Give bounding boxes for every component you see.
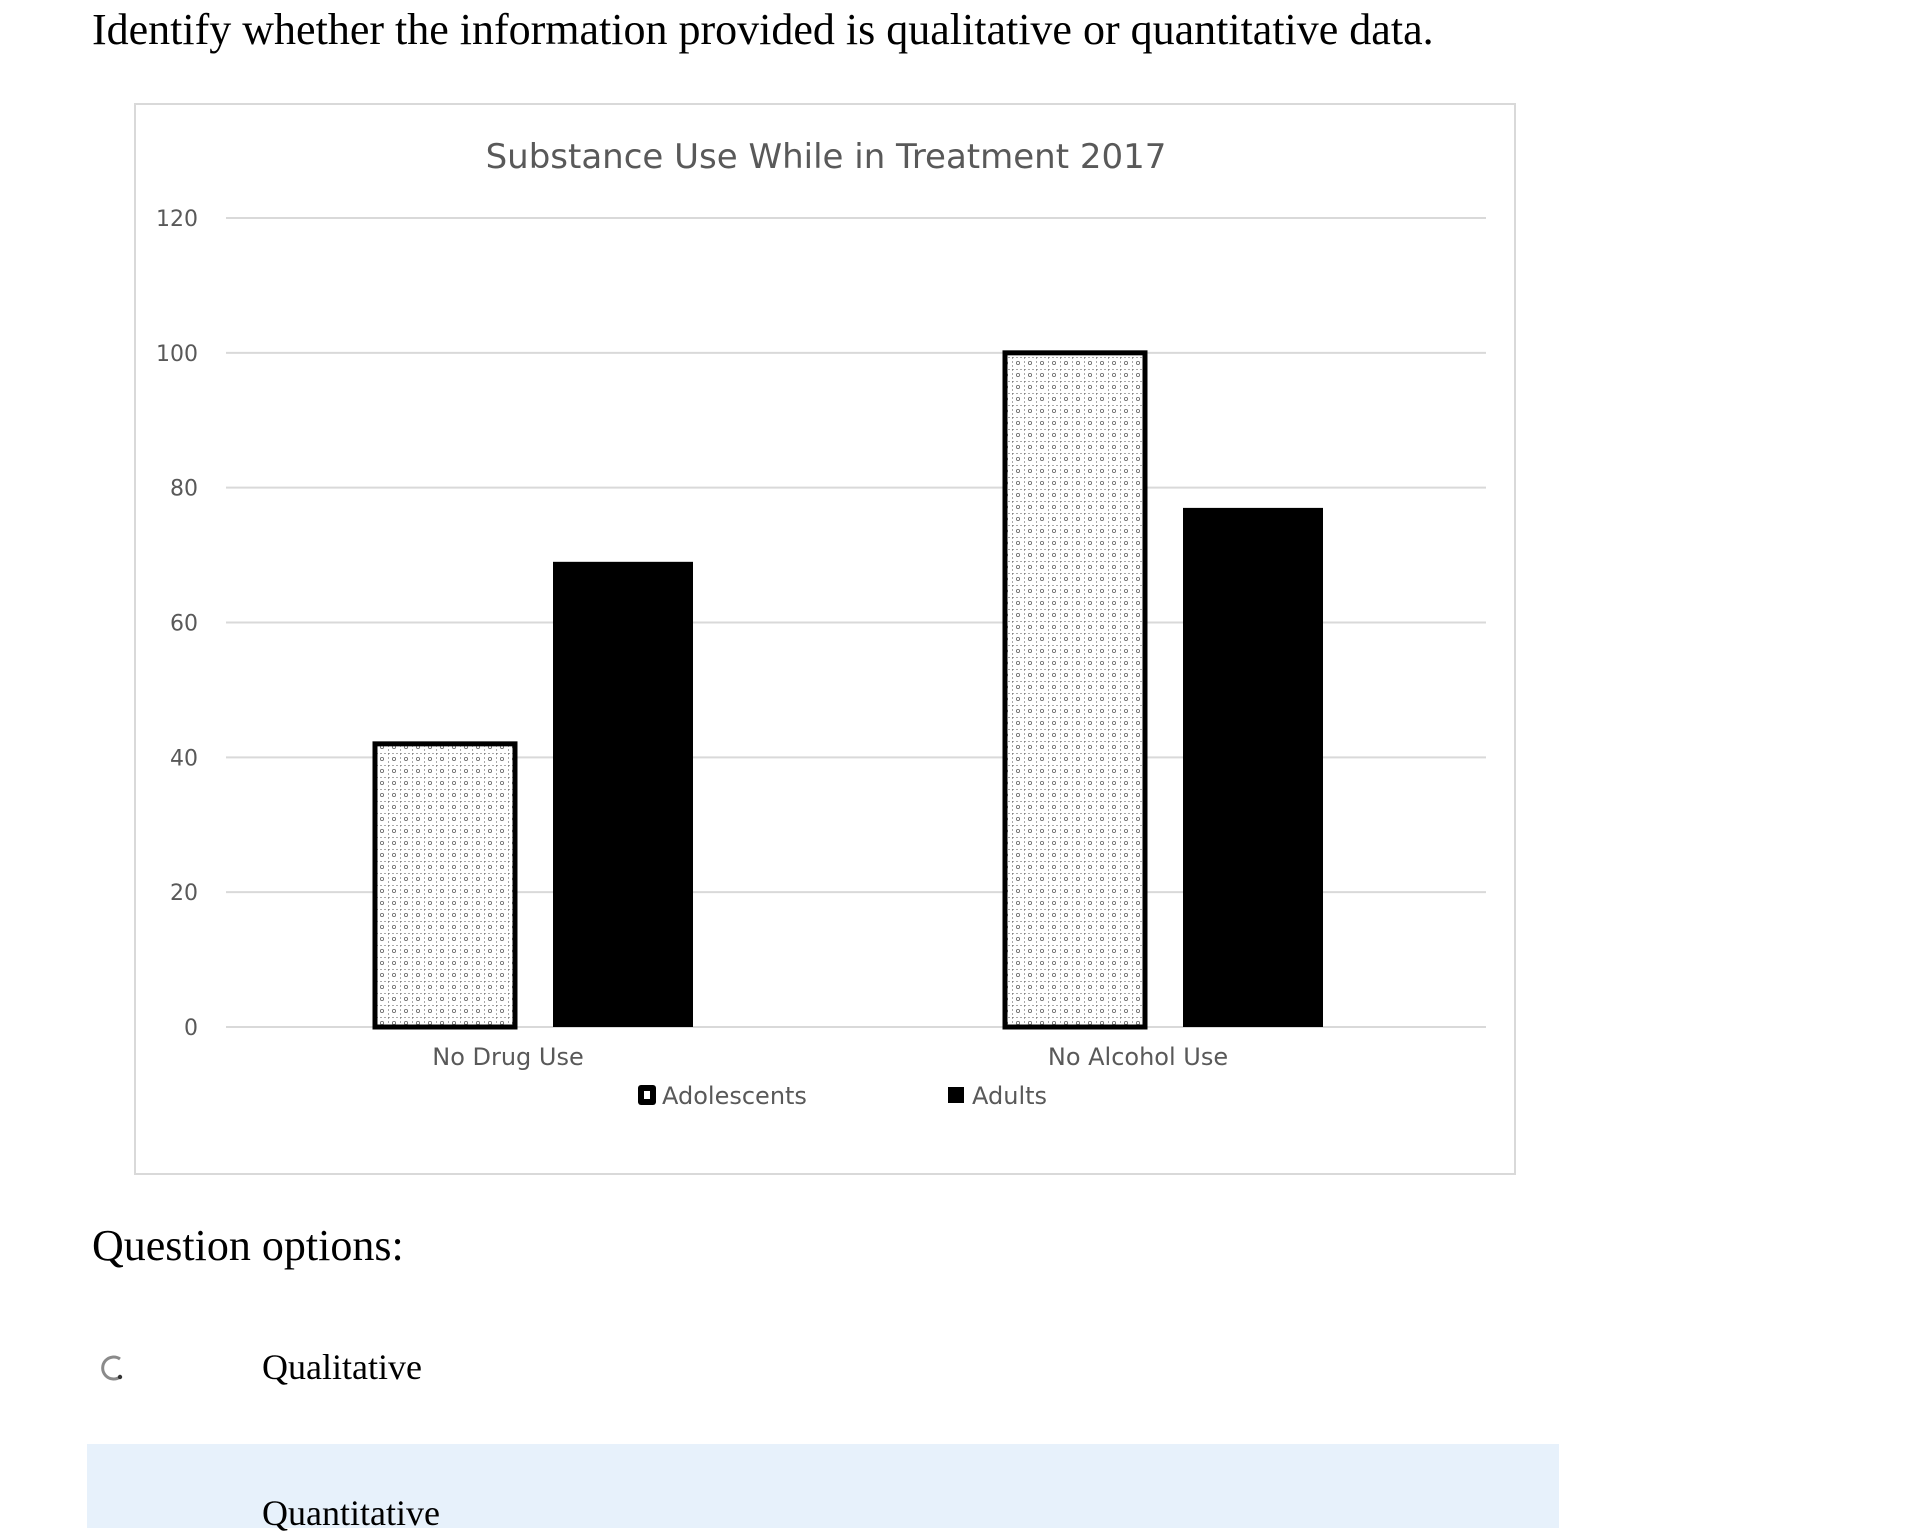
radio-loading-icon[interactable] xyxy=(99,1354,127,1382)
bar-adults xyxy=(553,561,693,1027)
chart-frame: Substance Use While in Treatment 2017 0 20… xyxy=(134,103,1516,1175)
bar-adolescents xyxy=(372,741,518,1030)
y-tick-label: 40 xyxy=(170,746,198,771)
legend-swatch-adults xyxy=(948,1087,964,1103)
bar-chart: Substance Use While in Treatment 2017 0 20… xyxy=(156,137,1486,1110)
bar-adolescents xyxy=(1002,350,1148,1030)
y-tick-label: 60 xyxy=(170,612,198,637)
option-qualitative[interactable]: Qualitative xyxy=(87,1328,1559,1412)
y-tick-label: 120 xyxy=(156,207,198,232)
y-tick-label: 100 xyxy=(156,342,198,367)
x-tick-label: No Alcohol Use xyxy=(1048,1043,1228,1071)
option-quantitative[interactable]: Quantitative xyxy=(87,1444,1559,1533)
legend-swatch-inner xyxy=(644,1091,650,1099)
option-label-qualitative: Qualitative xyxy=(262,1347,422,1387)
options-heading: Question options: xyxy=(92,1221,404,1270)
bar-adults xyxy=(1183,507,1323,1027)
y-tick-label: 80 xyxy=(170,477,198,502)
question-text: Identify whether the information provide… xyxy=(92,5,1434,54)
y-tick-label: 20 xyxy=(170,881,198,906)
x-tick-label: No Drug Use xyxy=(432,1043,584,1071)
chart-title: Substance Use While in Treatment 2017 xyxy=(486,137,1167,177)
legend-label-adolescents: Adolescents xyxy=(662,1082,807,1110)
option-label-quantitative: Quantitative xyxy=(262,1493,440,1533)
y-tick-label: 0 xyxy=(184,1016,198,1041)
legend-label-adults: Adults xyxy=(972,1082,1047,1110)
